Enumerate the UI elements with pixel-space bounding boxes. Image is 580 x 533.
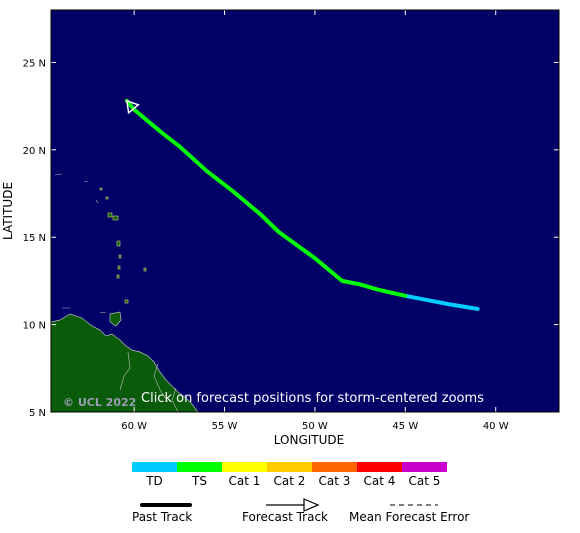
scale-label-cat2: Cat 2 (273, 474, 306, 488)
lat-tick-label: 20 N (23, 146, 46, 157)
forecast-track-label: Forecast Track (242, 510, 328, 524)
past-track-label: Past Track (132, 510, 193, 524)
scale-label-cat1: Cat 1 (228, 474, 261, 488)
scale-swatch-td (132, 462, 177, 472)
y-axis-title: LATITUDE (1, 182, 15, 240)
border-line (119, 351, 179, 412)
forecast-arrow-icon (303, 498, 320, 512)
scale-swatch-cat2 (267, 462, 312, 472)
forecast-track-line[interactable] (124, 98, 408, 298)
longitude-ticks: 60 W 55 W 50 W 45 W 40 W (121, 10, 509, 432)
lesser-antilles-islands (99, 187, 147, 304)
intensity-scale (132, 462, 447, 472)
storm-track (124, 98, 480, 311)
scale-swatch-ts (177, 462, 222, 472)
ocean-background[interactable] (51, 10, 559, 412)
past-track-line[interactable] (403, 293, 480, 311)
copyright-text: © UCL 2022 (63, 396, 136, 409)
scale-label-td: TD (146, 474, 163, 488)
scale-label-cat3: Cat 3 (318, 474, 351, 488)
scale-swatch-cat5 (402, 462, 447, 472)
lat-tick-label: 25 N (23, 58, 46, 69)
south-america-landmass (51, 313, 199, 412)
scale-swatch-cat1 (222, 462, 267, 472)
lat-tick-label: 10 N (23, 321, 46, 332)
lon-tick-label: 60 W (121, 421, 147, 432)
land-layer (51, 173, 199, 412)
lon-tick-label: 50 W (302, 421, 328, 432)
lon-tick-label: 45 W (392, 421, 418, 432)
lon-tick-label: 40 W (483, 421, 509, 432)
track-legend-symbols (140, 498, 438, 512)
small-islands-outline (54, 173, 107, 314)
lat-tick-label: 15 N (23, 233, 46, 244)
forecast-direction-arrow-icon (125, 99, 140, 115)
scale-swatch-cat4 (357, 462, 402, 472)
scale-label-cat4: Cat 4 (363, 474, 396, 488)
mean-error-label: Mean Forecast Error (349, 510, 470, 524)
scale-label-cat5: Cat 5 (408, 474, 441, 488)
lon-tick-label: 55 W (212, 421, 238, 432)
trinidad-island (109, 311, 122, 327)
x-axis-title: LONGITUDE (274, 433, 344, 447)
lat-tick-label: 5 N (29, 408, 46, 419)
scale-label-ts: TS (192, 474, 207, 488)
scale-swatch-cat3 (312, 462, 357, 472)
zoom-instruction-text[interactable]: Click on forecast positions for storm-ce… (141, 391, 484, 406)
map-frame (50, 9, 560, 413)
